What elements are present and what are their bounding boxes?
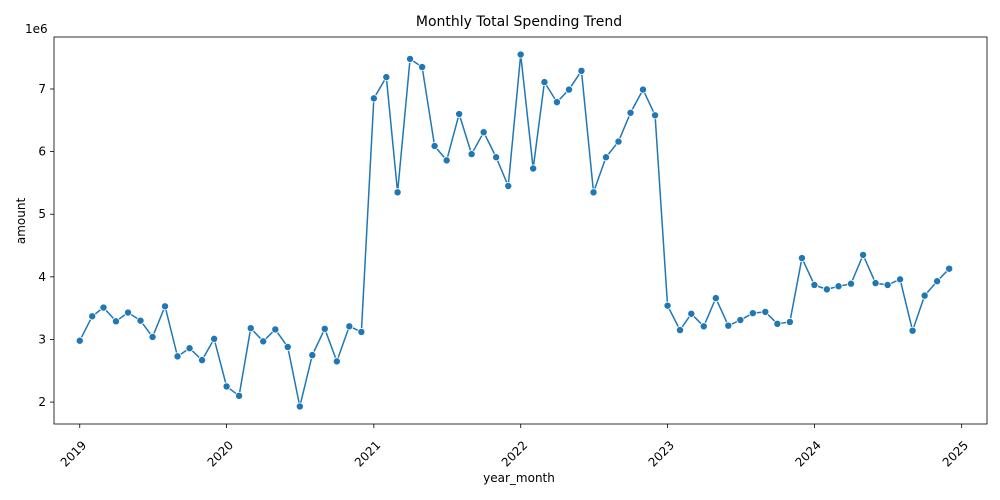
data-point <box>479 128 488 137</box>
data-point <box>676 326 685 335</box>
data-point <box>883 280 892 289</box>
data-point <box>418 63 427 72</box>
data-point <box>847 279 856 288</box>
data-point <box>99 303 108 312</box>
data-point <box>785 317 794 326</box>
data-point <box>308 351 317 360</box>
data-point <box>540 78 549 87</box>
data-point <box>945 264 954 273</box>
y-offset-label: 1e6 <box>25 22 48 36</box>
data-point <box>442 156 451 165</box>
data-point <box>455 110 464 119</box>
data-point <box>283 342 292 351</box>
data-point <box>639 85 648 94</box>
data-point <box>822 285 831 294</box>
data-point <box>711 294 720 303</box>
x-tick-label: 2019 <box>58 438 89 469</box>
data-point <box>896 275 905 284</box>
data-point <box>222 382 231 391</box>
data-point <box>651 111 660 120</box>
data-point <box>161 302 170 311</box>
data-point <box>467 150 476 159</box>
data-point <box>859 250 868 259</box>
x-tick-label: 2022 <box>499 438 530 469</box>
data-point <box>552 98 561 107</box>
data-point <box>663 301 672 310</box>
chart-title: Monthly Total Spending Trend <box>416 14 622 30</box>
y-tick-label: 4 <box>38 270 46 284</box>
data-point <box>369 94 378 103</box>
data-point <box>529 164 538 173</box>
data-point <box>748 309 757 318</box>
x-tick-label: 2020 <box>205 438 236 469</box>
data-point <box>88 312 97 321</box>
data-point <box>933 277 942 286</box>
data-point <box>357 327 366 336</box>
data-point <box>430 141 439 150</box>
data-point <box>246 324 255 333</box>
y-tick-label: 7 <box>38 82 46 96</box>
data-point <box>761 307 770 316</box>
x-tick-label: 2021 <box>352 438 383 469</box>
data-point <box>75 336 84 345</box>
y-tick-label: 6 <box>38 145 46 159</box>
y-tick-label: 2 <box>38 395 46 409</box>
x-tick-label: 2024 <box>792 438 823 469</box>
data-point <box>577 66 586 75</box>
data-point <box>773 319 782 328</box>
y-tick-label: 5 <box>38 207 46 221</box>
data-point <box>382 73 391 82</box>
axes-frame <box>53 36 988 425</box>
data-point <box>687 309 696 318</box>
data-point <box>516 50 525 59</box>
data-point <box>111 317 120 326</box>
data-point <box>724 321 733 330</box>
data-point <box>908 326 917 335</box>
x-tick-label: 2025 <box>940 438 971 469</box>
data-point <box>626 108 635 117</box>
data-point <box>185 344 194 353</box>
data-point <box>320 324 329 333</box>
data-point <box>601 153 610 162</box>
data-point <box>198 356 207 365</box>
plot-area: 2 3 4 5 6 7 2019 2020 2021 2022 2023 2024 2025 <box>38 36 988 470</box>
data-point <box>393 188 402 197</box>
series-line <box>79 53 950 408</box>
data-point <box>504 182 513 191</box>
data-point <box>810 280 819 289</box>
data-point <box>492 153 501 162</box>
data-point <box>834 282 843 291</box>
data-point <box>136 316 145 325</box>
data-point <box>345 322 354 331</box>
y-axis-label: amount <box>14 198 28 245</box>
data-point <box>797 254 806 263</box>
data-point <box>871 279 880 288</box>
data-point <box>148 332 157 341</box>
data-point <box>920 291 929 300</box>
data-point <box>589 188 598 197</box>
data-point <box>173 352 182 361</box>
data-point <box>699 322 708 331</box>
data-point <box>614 137 623 146</box>
data-point <box>124 308 133 317</box>
data-point <box>295 402 304 411</box>
data-point <box>210 334 219 343</box>
data-point <box>259 337 268 346</box>
data-point <box>406 54 415 63</box>
data-point <box>235 391 244 400</box>
data-point <box>736 316 745 325</box>
data-point <box>564 85 573 94</box>
x-axis-label: year_month <box>483 471 555 485</box>
data-point <box>271 325 280 334</box>
y-tick-label: 3 <box>38 332 46 346</box>
data-point <box>332 357 341 366</box>
x-tick-label: 2023 <box>646 438 677 469</box>
